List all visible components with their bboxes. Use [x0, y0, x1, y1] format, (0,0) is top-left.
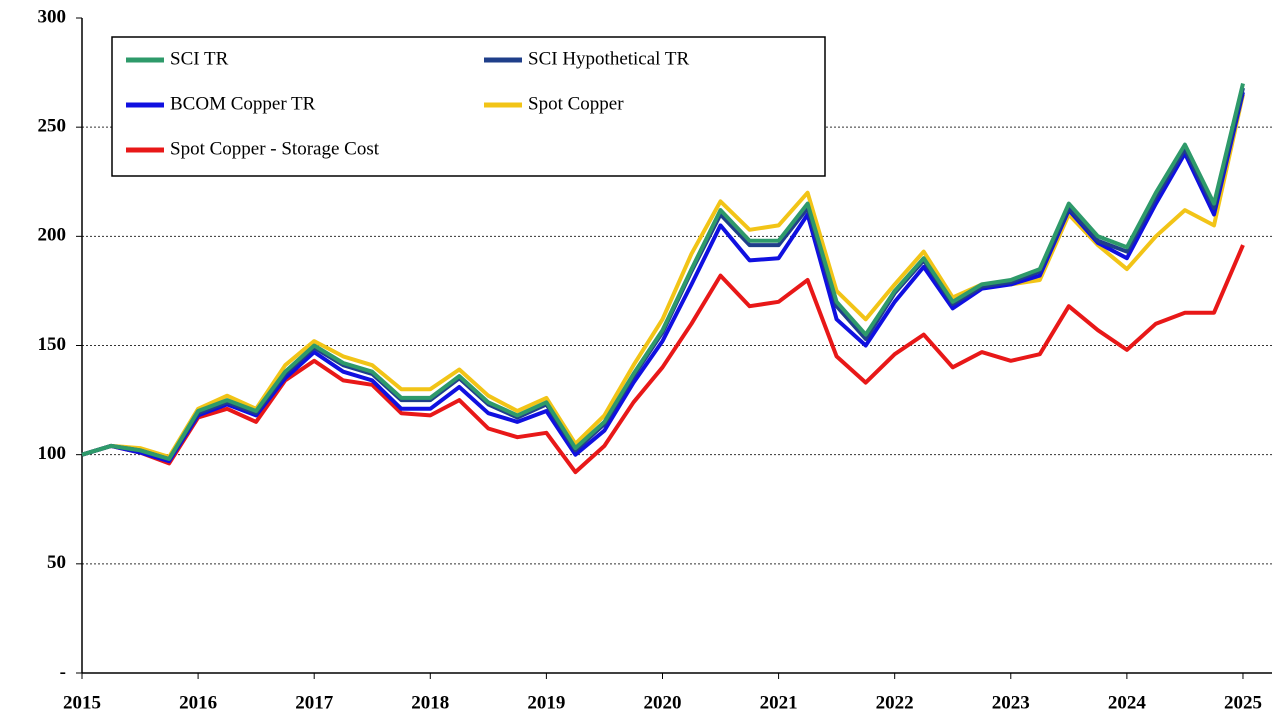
- series-line: [81, 244, 1245, 475]
- legend-box: [111, 36, 826, 177]
- y-tick-label: 150: [38, 334, 67, 355]
- x-tick-label: 2022: [876, 692, 914, 713]
- legend-label: Spot Copper - Storage Cost: [170, 138, 380, 159]
- x-tick-label: 2018: [411, 692, 449, 713]
- x-tick-label: 2023: [992, 692, 1030, 713]
- series-line: [81, 83, 1245, 461]
- legend-label: SCI TR: [170, 48, 229, 69]
- x-tick-label: 2021: [760, 692, 798, 713]
- y-tick-label: -: [60, 661, 66, 682]
- x-tick-label: 2019: [527, 692, 565, 713]
- y-tick-label: 50: [47, 552, 66, 573]
- x-tick-label: 2025: [1224, 692, 1262, 713]
- x-tick-label: 2017: [295, 692, 334, 713]
- x-tick-label: 2015: [63, 692, 101, 713]
- legend-label: SCI Hypothetical TR: [528, 48, 689, 69]
- y-tick-label: 250: [38, 116, 67, 137]
- x-tick-label: 2024: [1108, 692, 1147, 713]
- y-tick-label: 100: [38, 443, 67, 464]
- legend-label: BCOM Copper TR: [170, 93, 316, 114]
- x-tick-label: 2020: [643, 692, 681, 713]
- legend-label: Spot Copper: [528, 93, 624, 114]
- y-tick-label: 300: [38, 6, 67, 27]
- x-tick-label: 2016: [179, 692, 217, 713]
- y-tick-label: 200: [38, 225, 67, 246]
